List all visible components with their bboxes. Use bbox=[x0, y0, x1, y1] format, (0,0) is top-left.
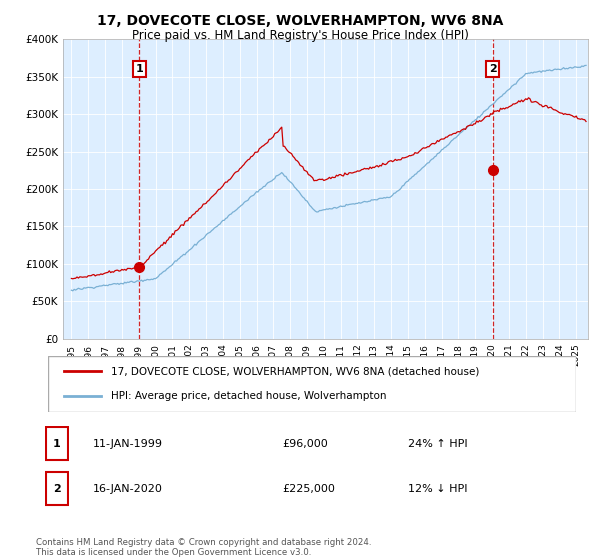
Text: 12% ↓ HPI: 12% ↓ HPI bbox=[408, 484, 467, 493]
Text: 1: 1 bbox=[53, 439, 61, 449]
Text: 2: 2 bbox=[53, 484, 61, 493]
Text: HPI: Average price, detached house, Wolverhampton: HPI: Average price, detached house, Wolv… bbox=[112, 391, 387, 401]
Text: Price paid vs. HM Land Registry's House Price Index (HPI): Price paid vs. HM Land Registry's House … bbox=[131, 29, 469, 42]
Text: £96,000: £96,000 bbox=[282, 439, 328, 449]
Text: Contains HM Land Registry data © Crown copyright and database right 2024.
This d: Contains HM Land Registry data © Crown c… bbox=[36, 538, 371, 557]
Text: 1: 1 bbox=[136, 64, 143, 74]
Text: £225,000: £225,000 bbox=[282, 484, 335, 493]
Text: 16-JAN-2020: 16-JAN-2020 bbox=[93, 484, 163, 493]
Text: 17, DOVECOTE CLOSE, WOLVERHAMPTON, WV6 8NA: 17, DOVECOTE CLOSE, WOLVERHAMPTON, WV6 8… bbox=[97, 14, 503, 28]
FancyBboxPatch shape bbox=[46, 472, 68, 505]
Text: 2: 2 bbox=[489, 64, 497, 74]
Text: 11-JAN-1999: 11-JAN-1999 bbox=[93, 439, 163, 449]
Text: 17, DOVECOTE CLOSE, WOLVERHAMPTON, WV6 8NA (detached house): 17, DOVECOTE CLOSE, WOLVERHAMPTON, WV6 8… bbox=[112, 366, 480, 376]
FancyBboxPatch shape bbox=[46, 427, 68, 460]
FancyBboxPatch shape bbox=[48, 356, 576, 412]
Text: 24% ↑ HPI: 24% ↑ HPI bbox=[408, 439, 467, 449]
